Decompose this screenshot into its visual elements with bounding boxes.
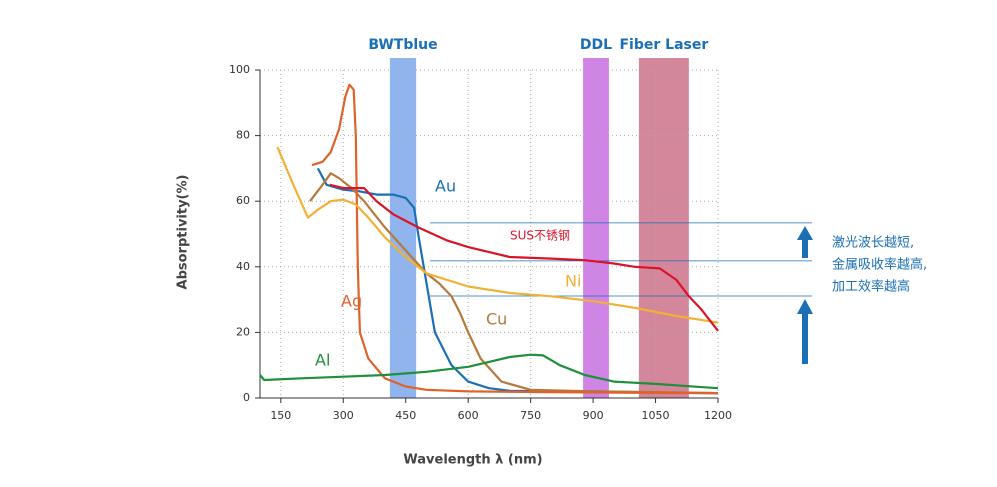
- annotation: 金属吸收率越高,: [832, 257, 927, 273]
- y-tick-label: 80: [236, 129, 250, 142]
- series-label: Au: [435, 177, 456, 196]
- x-tick-label: 750: [520, 409, 541, 422]
- series-line: [311, 83, 719, 395]
- annotation: 激光波长越短,: [832, 236, 914, 251]
- series-label: Cu: [486, 310, 507, 329]
- series-line: [276, 146, 719, 324]
- y-tick-label: 20: [236, 325, 250, 338]
- band-label: BWTblue: [368, 37, 437, 53]
- wavelength-band: [583, 58, 609, 398]
- series-label: Al: [315, 351, 330, 370]
- arrow-head: [797, 299, 813, 314]
- series-label: Ni: [565, 272, 581, 291]
- x-tick-label: 150: [270, 409, 291, 422]
- annotation: 加工效率越高: [832, 279, 910, 295]
- band-label: Fiber Laser: [619, 37, 708, 53]
- arrow-head: [797, 226, 813, 240]
- y-tick-label: 60: [236, 194, 250, 207]
- x-axis-title: Wavelength λ (nm): [403, 453, 542, 468]
- x-tick-label: 900: [583, 409, 604, 422]
- band-label: DDL: [580, 37, 612, 53]
- y-tick-label: 40: [236, 260, 250, 273]
- y-tick-label: 100: [229, 63, 250, 76]
- wavelength-band: [389, 58, 417, 398]
- x-tick-label: 600: [458, 409, 479, 422]
- wavelength-band: [638, 58, 689, 398]
- y-axis-title: Absorptivity(%): [176, 175, 191, 290]
- x-tick-label: 1050: [642, 409, 670, 422]
- x-tick-label: 450: [395, 409, 416, 422]
- arrows: [797, 226, 813, 364]
- series-line: [329, 183, 719, 332]
- series-line: [309, 172, 719, 395]
- x-tick-label: 1200: [704, 409, 732, 422]
- series-label: Ag: [341, 292, 362, 311]
- series-line: [259, 353, 719, 390]
- x-tick-label: 300: [333, 409, 354, 422]
- y-tick-label: 0: [243, 391, 250, 404]
- series-label: SUS不锈钢: [510, 229, 570, 243]
